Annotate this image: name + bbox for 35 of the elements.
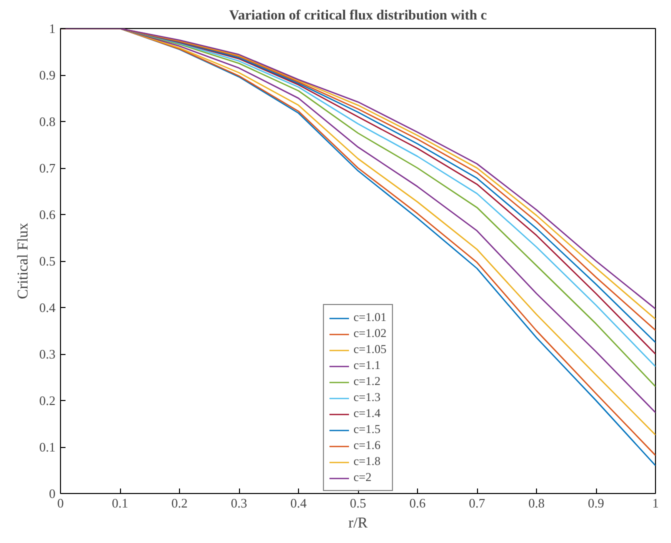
x-tick-label: 0.7	[468, 496, 486, 510]
legend-label: c=1.01	[353, 310, 387, 325]
y-tick-label: 0.5	[39, 254, 56, 268]
y-tick-label: 0.1	[39, 440, 56, 454]
legend-label: c=1.4	[353, 406, 381, 421]
y-tick-label: 0.9	[39, 68, 56, 82]
y-tick-label: 0.4	[39, 300, 56, 315]
x-tick-label: 1	[652, 496, 659, 510]
legend-label: c=1.6	[353, 438, 381, 453]
x-tick-label: 0.2	[171, 496, 188, 510]
y-tick-label: 0.2	[39, 393, 56, 408]
y-tick-label: 0.8	[39, 114, 56, 129]
x-axis-title: r/R	[348, 516, 368, 532]
y-tick-label: 1	[49, 21, 56, 36]
y-tick-label: 0.6	[39, 207, 56, 222]
legend-label: c=1.5	[353, 422, 381, 437]
legend-label: c=2	[353, 470, 373, 485]
x-tick-label: 0.9	[588, 496, 604, 510]
y-tick-label: 0.3	[39, 346, 56, 362]
legend-label: c=1.2	[353, 374, 381, 389]
x-tick-label: 0.3	[230, 496, 248, 510]
legend-label: c=1.02	[353, 326, 387, 341]
y-tick-label: 0	[49, 486, 56, 501]
x-tick-label: 0.1	[112, 496, 128, 510]
y-tick-label: 0.7	[39, 160, 56, 176]
legend-label: c=1.05	[353, 342, 387, 357]
legend-label: c=1.1	[353, 358, 381, 373]
chart-title: Variation of critical flux distribution with c	[229, 8, 487, 24]
x-tick-label: 0.8	[528, 496, 545, 510]
x-tick-label: 0.4	[290, 496, 308, 510]
legend-label: c=1.3	[353, 390, 381, 405]
y-axis-title: Critical Flux	[15, 222, 32, 300]
x-tick-label: 0.5	[350, 496, 366, 510]
legend-label: c=1.8	[353, 454, 381, 469]
x-tick-label: 0.6	[409, 496, 426, 510]
